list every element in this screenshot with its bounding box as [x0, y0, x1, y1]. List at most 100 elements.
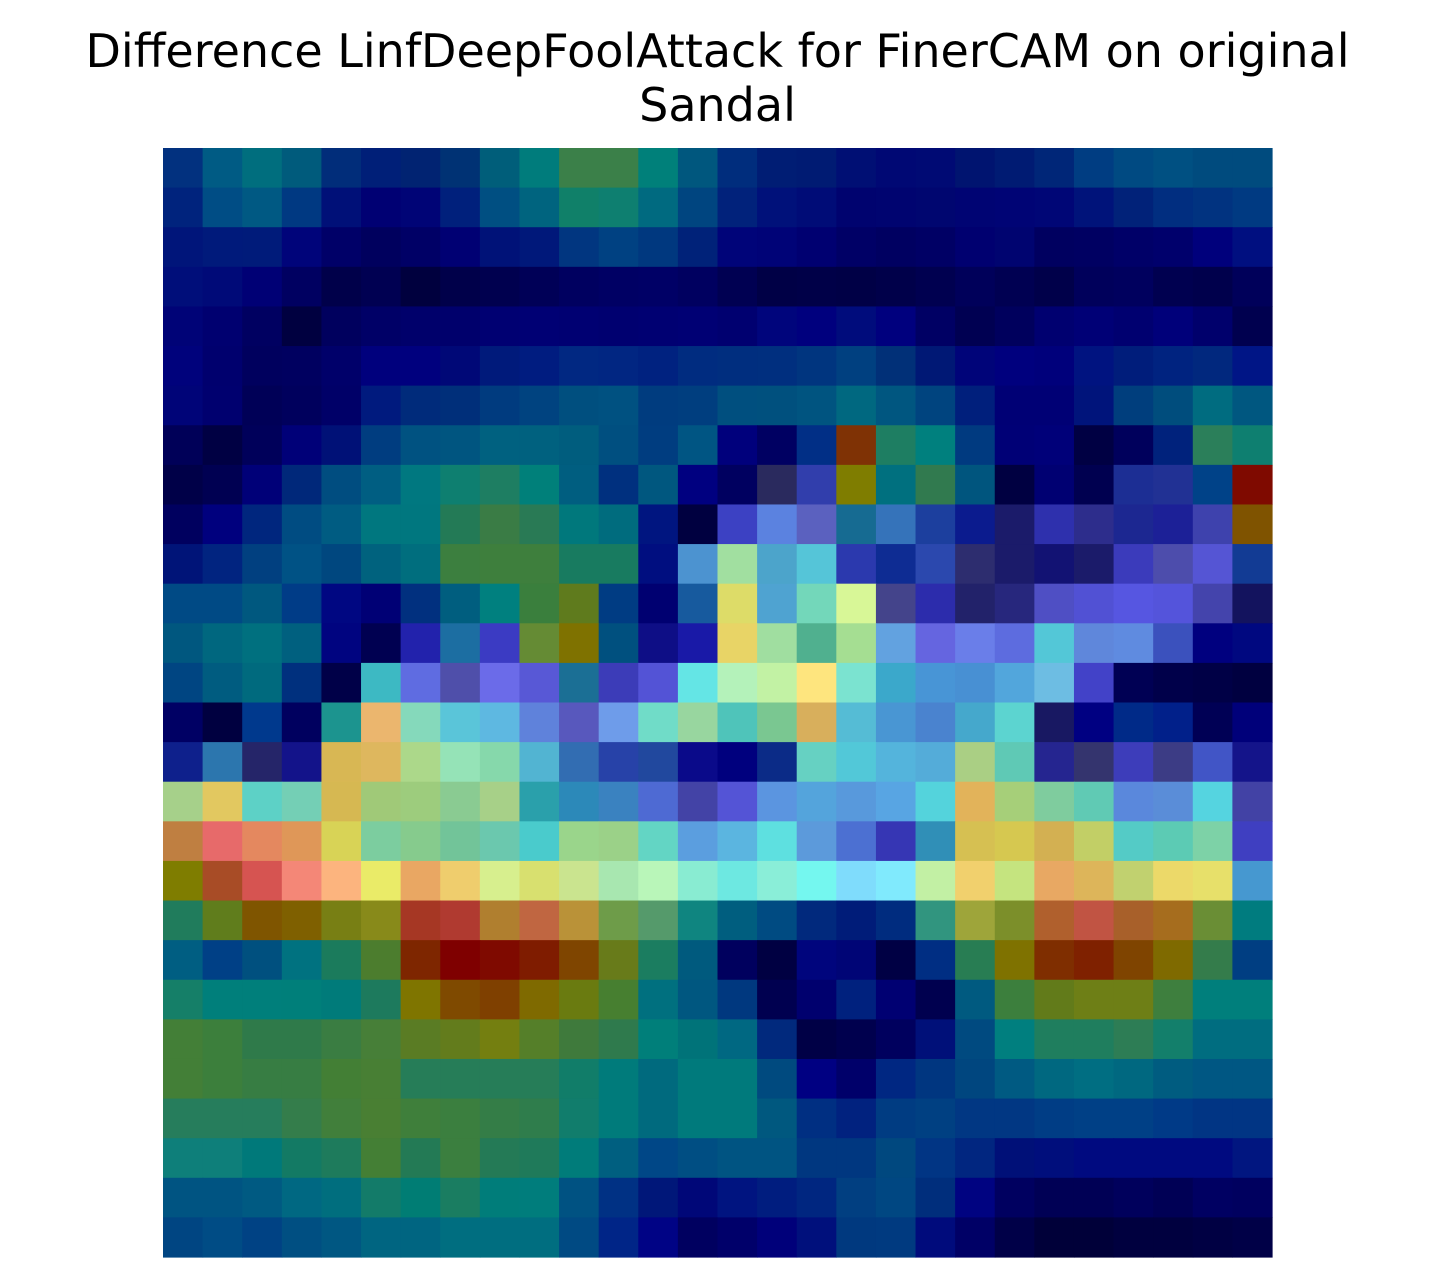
heatmap-cell-r8-c13 — [677, 464, 719, 506]
heatmap-cell-r20-c24 — [1113, 940, 1154, 981]
heatmap-cell-r17-c22 — [1034, 821, 1075, 862]
heatmap-cell-r21-c0 — [163, 979, 204, 1020]
heatmap-cell-r13-c2 — [242, 662, 283, 704]
heatmap-cell-r8-c5 — [361, 464, 402, 506]
heatmap-cell-r4-c10 — [559, 306, 600, 347]
heatmap-cell-r1-c14 — [717, 187, 758, 228]
heatmap-cell-r1-c2 — [242, 187, 283, 228]
heatmap-cell-r20-c26 — [1192, 940, 1233, 981]
heatmap-cell-r12-c20 — [955, 623, 996, 664]
heatmap-cell-r12-c21 — [994, 623, 1035, 664]
heatmap-cell-r24-c2 — [242, 1098, 283, 1139]
heatmap-cell-r3-c14 — [717, 266, 758, 308]
heatmap-cell-r4-c22 — [1034, 306, 1075, 347]
heatmap-cell-r25-c10 — [559, 1138, 600, 1179]
heatmap-cell-r26-c20 — [955, 1177, 996, 1218]
heatmap-cell-r12-c22 — [1034, 623, 1075, 664]
heatmap-cell-r5-c25 — [1153, 346, 1194, 387]
heatmap-cell-r13-c3 — [281, 662, 323, 704]
heatmap-cell-r10-c22 — [1034, 544, 1075, 585]
heatmap-cell-r26-c9 — [519, 1177, 560, 1218]
heatmap-cell-r24-c8 — [479, 1098, 521, 1139]
heatmap-cell-r5-c6 — [400, 346, 441, 387]
heatmap-cell-r11-c6 — [400, 583, 441, 624]
heatmap-cell-r10-c3 — [281, 544, 323, 585]
heatmap-cell-r2-c20 — [955, 227, 996, 268]
heatmap-cell-r24-c22 — [1034, 1098, 1075, 1139]
chart-title: Difference LinfDeepFoolAttack for FinerC… — [0, 24, 1435, 132]
heatmap-cell-r15-c18 — [875, 742, 917, 783]
heatmap-cell-r11-c14 — [717, 583, 758, 624]
heatmap-cell-r4-c20 — [955, 306, 996, 347]
heatmap-cell-r14-c24 — [1113, 702, 1154, 743]
heatmap-cell-r13-c7 — [440, 662, 481, 704]
heatmap-cell-r11-c27 — [1232, 583, 1273, 624]
heatmap-cell-r21-c24 — [1113, 979, 1154, 1020]
heatmap-cell-r27-c10 — [559, 1217, 600, 1258]
heatmap-cell-r18-c5 — [361, 860, 402, 902]
heatmap-cell-r6-c2 — [242, 385, 283, 426]
heatmap-cell-r7-c12 — [638, 425, 679, 466]
heatmap-cell-r20-c27 — [1232, 940, 1273, 981]
heatmap-cell-r10-c15 — [757, 544, 798, 585]
heatmap-cell-r12-c18 — [875, 623, 917, 664]
heatmap-cell-r9-c3 — [281, 504, 323, 545]
heatmap-cell-r22-c26 — [1192, 1019, 1233, 1060]
heatmap-cell-r21-c20 — [955, 979, 996, 1020]
heatmap-cell-r1-c13 — [677, 187, 719, 228]
heatmap-cell-r22-c22 — [1034, 1019, 1075, 1060]
heatmap-cell-r16-c0 — [163, 781, 204, 822]
heatmap-cell-r18-c6 — [400, 860, 441, 902]
heatmap-cell-r11-c16 — [796, 583, 837, 624]
heatmap-cell-r16-c23 — [1073, 781, 1115, 822]
heatmap-cell-r25-c17 — [836, 1138, 877, 1179]
heatmap-cell-r6-c3 — [281, 385, 323, 426]
heatmap-cell-r12-c13 — [677, 623, 719, 664]
heatmap-cell-r6-c9 — [519, 385, 560, 426]
heatmap-cell-r18-c9 — [519, 860, 560, 902]
heatmap-cell-r20-c6 — [400, 940, 441, 981]
heatmap-cell-r10-c8 — [479, 544, 521, 585]
heatmap-cell-r19-c24 — [1113, 900, 1154, 941]
heatmap-cell-r1-c4 — [321, 187, 362, 228]
heatmap-cell-r25-c2 — [242, 1138, 283, 1179]
heatmap-cell-r6-c6 — [400, 385, 441, 426]
heatmap-cell-r4-c17 — [836, 306, 877, 347]
heatmap-cell-r1-c10 — [559, 187, 600, 228]
heatmap-cell-r1-c3 — [281, 187, 323, 228]
heatmap-cell-r10-c16 — [796, 544, 837, 585]
heatmap-cell-r1-c9 — [519, 187, 560, 228]
heatmap-cell-r24-c26 — [1192, 1098, 1233, 1139]
heatmap-cell-r17-c20 — [955, 821, 996, 862]
heatmap-cell-r19-c7 — [440, 900, 481, 941]
heatmap-cell-r7-c16 — [796, 425, 837, 466]
heatmap-cell-r18-c10 — [559, 860, 600, 902]
heatmap-cell-r12-c19 — [915, 623, 956, 664]
heatmap-cell-r12-c3 — [281, 623, 323, 664]
heatmap-cell-r16-c12 — [638, 781, 679, 822]
heatmap-cell-r6-c10 — [559, 385, 600, 426]
heatmap-cell-r10-c9 — [519, 544, 560, 585]
heatmap-cell-r13-c6 — [400, 662, 441, 704]
heatmap-cell-r25-c21 — [994, 1138, 1035, 1179]
heatmap-cell-r18-c15 — [757, 860, 798, 902]
heatmap-cell-r9-c8 — [479, 504, 521, 545]
heatmap-cell-r18-c4 — [321, 860, 362, 902]
heatmap-cell-r2-c23 — [1073, 227, 1115, 268]
heatmap-cell-r13-c16 — [796, 662, 837, 704]
heatmap-cell-r3-c23 — [1073, 266, 1115, 308]
heatmap-cell-r14-c7 — [440, 702, 481, 743]
heatmap-cell-r3-c9 — [519, 266, 560, 308]
heatmap-cell-r3-c8 — [479, 266, 521, 308]
heatmap-cell-r4-c14 — [717, 306, 758, 347]
heatmap-cell-r25-c14 — [717, 1138, 758, 1179]
heatmap-cell-r5-c4 — [321, 346, 362, 387]
heatmap-cell-r11-c10 — [559, 583, 600, 624]
heatmap-cell-r16-c19 — [915, 781, 956, 822]
heatmap-cell-r4-c0 — [163, 306, 204, 347]
heatmap-cell-r3-c4 — [321, 266, 362, 308]
heatmap-cell-r26-c24 — [1113, 1177, 1154, 1218]
heatmap-cell-r15-c13 — [677, 742, 719, 783]
heatmap-cell-r12-c24 — [1113, 623, 1154, 664]
